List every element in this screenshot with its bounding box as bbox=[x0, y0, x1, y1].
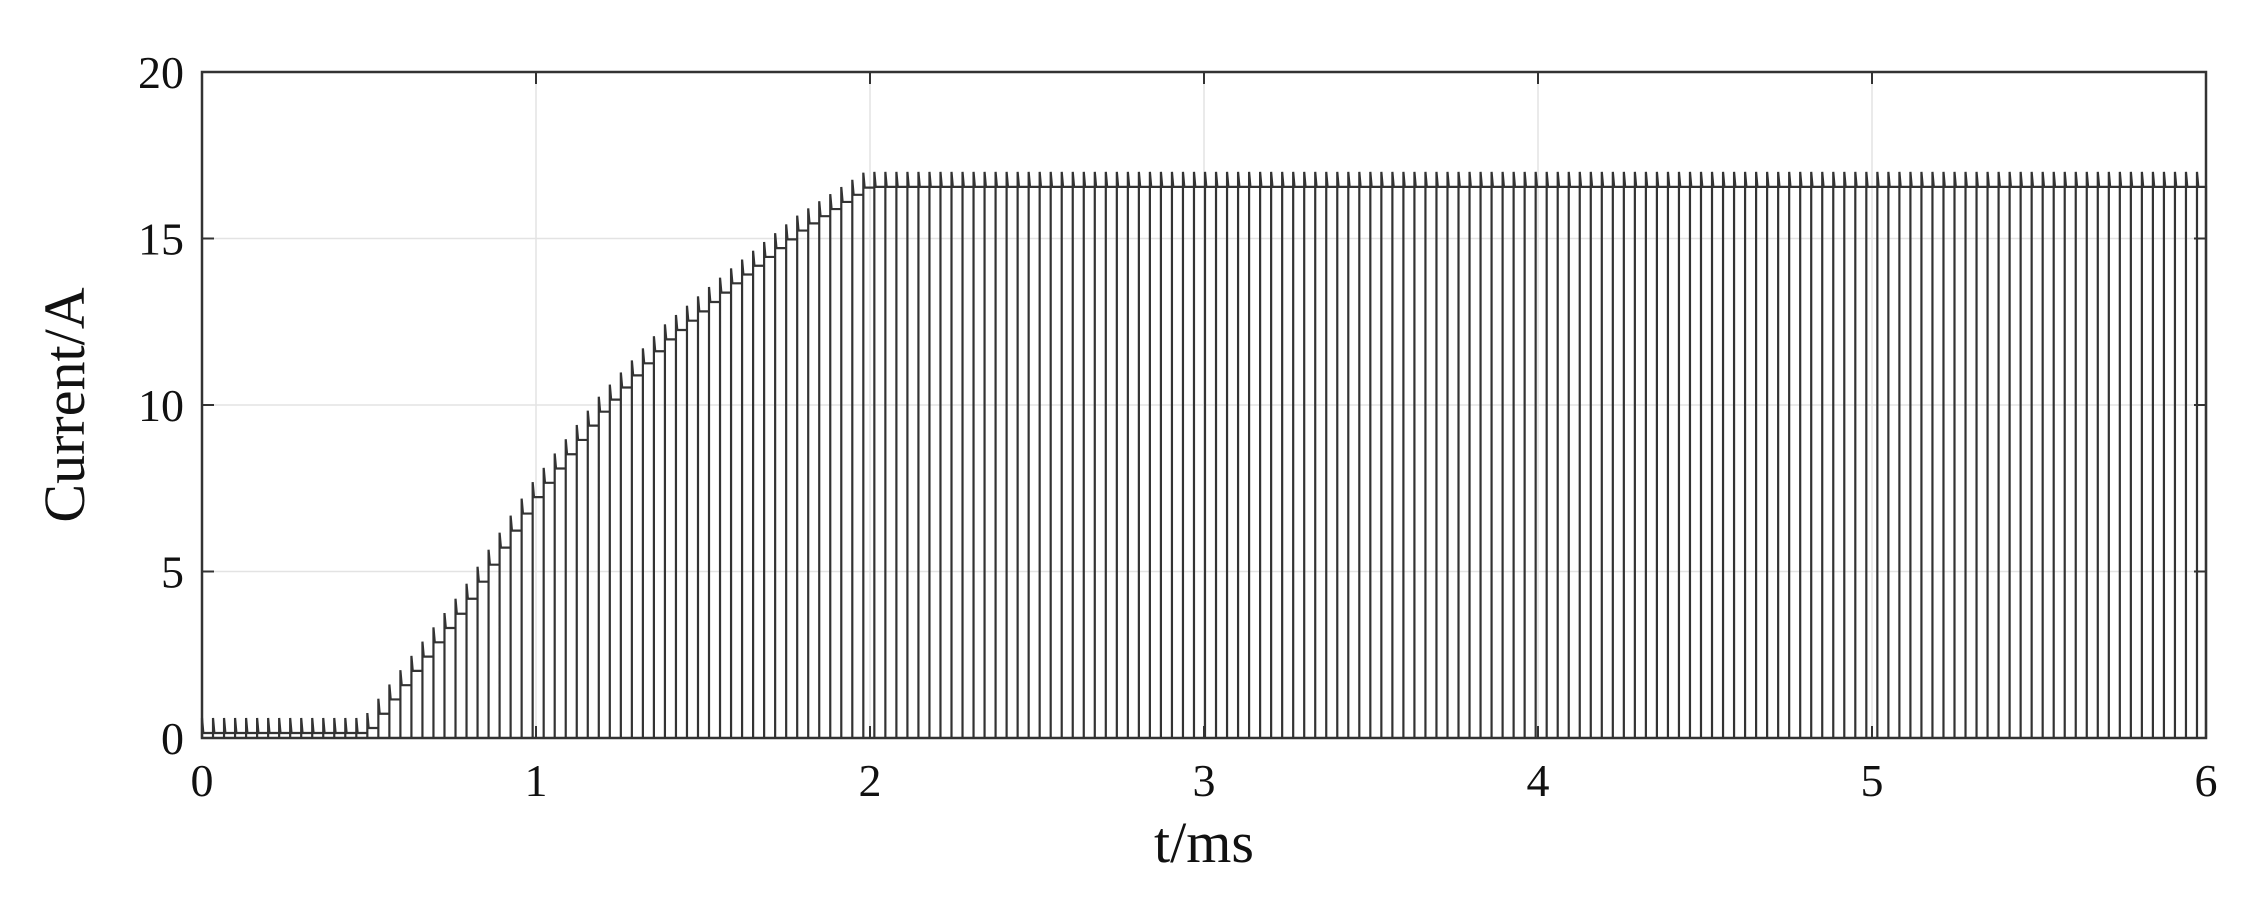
x-tick-label: 0 bbox=[191, 755, 214, 806]
x-axis-label: t/ms bbox=[1154, 810, 1254, 875]
x-tick-label: 1 bbox=[525, 755, 548, 806]
y-tick-label: 10 bbox=[138, 380, 184, 431]
x-tick-label: 5 bbox=[1861, 755, 1884, 806]
series-line-0 bbox=[200, 171, 2208, 738]
x-tick-label: 2 bbox=[859, 755, 882, 806]
x-tick-label: 3 bbox=[1193, 755, 1216, 806]
y-tick-label: 20 bbox=[138, 47, 184, 98]
y-tick-label: 0 bbox=[161, 713, 184, 764]
x-tick-label: 6 bbox=[2195, 755, 2218, 806]
y-axis-label: Current/A bbox=[32, 287, 97, 522]
current-waveform bbox=[200, 171, 2208, 738]
axis-ticks bbox=[201, 71, 2207, 739]
y-tick-labels: 0 5 10 15 20 bbox=[138, 47, 184, 764]
y-tick-label: 5 bbox=[161, 547, 184, 598]
x-tick-labels: 0 1 2 3 4 5 6 bbox=[191, 755, 2218, 806]
y-tick-label: 15 bbox=[138, 214, 184, 265]
x-tick-label: 4 bbox=[1527, 755, 1550, 806]
